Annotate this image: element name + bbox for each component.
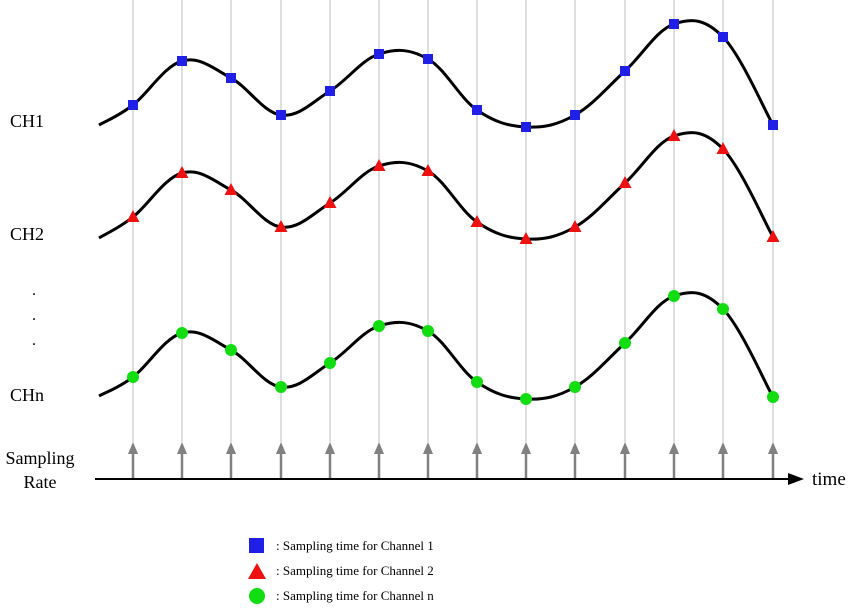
legend-text-channel-2: : Sampling time for Channel 2 — [276, 562, 434, 578]
chn-sample-marker-10 — [569, 381, 581, 393]
ch1-label: CH1 — [10, 111, 44, 131]
ch1-sample-marker-14 — [768, 120, 778, 130]
ch1-sample-marker-13 — [718, 32, 728, 42]
sampling-arrow-2 — [177, 442, 187, 478]
sampling-arrow-7 — [423, 442, 433, 478]
ch1-sample-marker-5 — [325, 86, 335, 96]
legend: : Sampling time for Channel 1 : Sampling… — [246, 533, 434, 608]
chn-sample-marker-7 — [422, 325, 434, 337]
chn-sample-marker-1 — [127, 371, 139, 383]
sampling-rate-arrows — [128, 442, 778, 478]
sampling-arrow-6 — [374, 442, 384, 478]
ch1-sample-marker-10 — [570, 110, 580, 120]
ch1-sample-marker-11 — [620, 66, 630, 76]
sampling-arrow-1 — [128, 442, 138, 478]
ch2-label: CH2 — [10, 224, 44, 244]
ch2-sample-marker-14 — [766, 230, 780, 242]
legend-text-channel-1: : Sampling time for Channel 1 — [276, 537, 434, 553]
sampling-arrow-4 — [276, 442, 286, 478]
ch2-sample-marker-3 — [224, 183, 238, 195]
ch2-sample-marker-4 — [274, 220, 288, 232]
ch2-sample-marker-6 — [372, 159, 386, 171]
legend-item-channel-2: : Sampling time for Channel 2 — [246, 558, 434, 583]
ellipsis-dot-2: . — [32, 307, 36, 324]
chn-sample-marker-2 — [176, 327, 188, 339]
chn-label: CHn — [10, 385, 44, 405]
chn-sample-marker-5 — [324, 357, 336, 369]
chn-sample-marker-14 — [767, 391, 779, 403]
red-triangle-icon — [248, 562, 266, 579]
time-axis-label: time — [812, 469, 846, 490]
ch1-sample-marker-3 — [226, 73, 236, 83]
ch2-sample-marker-1 — [126, 210, 140, 222]
sampling-arrow-5 — [325, 442, 335, 478]
ch1-sample-marker-7 — [423, 54, 433, 64]
ch2-sample-marker-12 — [667, 129, 681, 141]
channel-waveforms — [98, 19, 775, 401]
chn-sample-marker-3 — [225, 344, 237, 356]
sampling-arrow-14 — [768, 442, 778, 478]
sampling-arrow-10 — [570, 442, 580, 478]
sampling-arrow-13 — [718, 442, 728, 478]
sampling-markers — [126, 19, 780, 405]
ellipsis-dot-1: . — [32, 282, 36, 299]
ch2-sample-marker-10 — [568, 220, 582, 232]
sampling-label: Sampling — [5, 448, 74, 468]
ch2-sample-marker-7 — [421, 164, 435, 176]
ch2-sample-marker-9 — [519, 232, 533, 244]
sampling-grid-lines — [132, 0, 774, 442]
legend-item-channel-1: : Sampling time for Channel 1 — [246, 533, 434, 558]
blue-square-icon — [249, 537, 264, 553]
sampling-arrow-12 — [669, 442, 679, 478]
chn-sample-marker-6 — [373, 320, 385, 332]
chn-sample-marker-9 — [520, 393, 532, 405]
ch1-sample-marker-9 — [521, 122, 531, 132]
chn-sample-marker-4 — [275, 381, 287, 393]
legend-item-channel-n: : Sampling time for Channel n — [246, 583, 434, 608]
ch2-sample-marker-5 — [323, 196, 337, 208]
chn-sample-marker-13 — [717, 303, 729, 315]
ellipsis-dot-3: . — [32, 332, 36, 349]
chn-sample-marker-12 — [668, 290, 680, 302]
ch2-sample-marker-2 — [175, 166, 189, 178]
sampling-arrow-8 — [472, 442, 482, 478]
chn-sample-marker-8 — [471, 376, 483, 388]
ch1-sample-marker-4 — [276, 110, 286, 120]
time-axis-arrowhead — [788, 473, 804, 485]
ch2-sample-marker-8 — [470, 215, 484, 227]
ch2-sample-marker-11 — [618, 176, 632, 188]
ch1-sample-marker-8 — [472, 105, 482, 115]
ch1-sample-marker-1 — [128, 100, 138, 110]
ch1-sample-marker-12 — [669, 19, 679, 29]
ch2-waveform — [98, 131, 775, 241]
ch1-waveform — [98, 19, 775, 129]
sampling-arrow-11 — [620, 442, 630, 478]
ch2-sample-marker-13 — [716, 142, 730, 154]
ch1-sample-marker-6 — [374, 49, 384, 59]
chn-sample-marker-11 — [619, 337, 631, 349]
green-circle-icon — [249, 587, 265, 604]
rate-label: Rate — [24, 472, 57, 492]
chn-waveform — [98, 291, 775, 401]
sampling-arrow-3 — [226, 442, 236, 478]
legend-text-channel-n: : Sampling time for Channel n — [276, 587, 434, 603]
ch1-sample-marker-2 — [177, 56, 187, 66]
sampling-arrow-9 — [521, 442, 531, 478]
